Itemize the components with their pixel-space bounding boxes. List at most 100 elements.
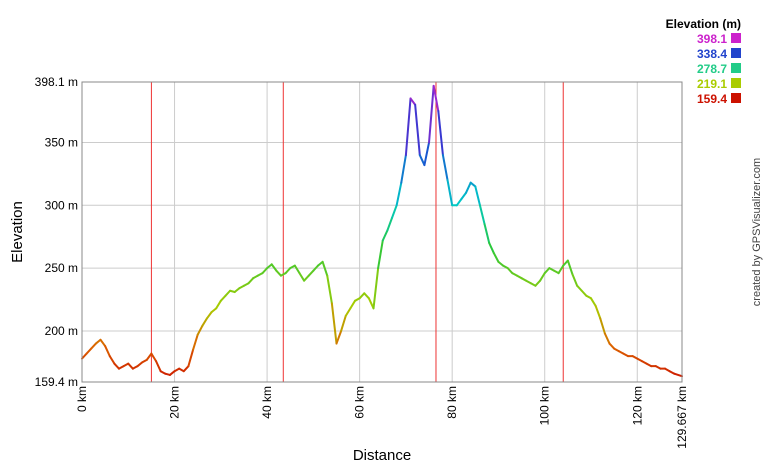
elevation-segment bbox=[391, 204, 398, 219]
elevation-segment bbox=[205, 311, 213, 320]
legend-label: 159.4 bbox=[697, 92, 727, 106]
x-tick-label: 120 km bbox=[630, 386, 644, 425]
y-tick-label: 350 m bbox=[45, 135, 78, 149]
x-tick-label: 80 km bbox=[445, 386, 459, 419]
y-axis-ticks: 159.4 m 200 m 250 m 300 m 350 m 398.1 m bbox=[35, 75, 78, 389]
elevation-segment bbox=[432, 84, 440, 113]
elevation-segment bbox=[363, 292, 370, 300]
elevation-segment bbox=[275, 269, 282, 277]
elevation-segment bbox=[400, 154, 407, 184]
elevation-segment bbox=[340, 314, 347, 332]
elevation-segment bbox=[506, 267, 514, 275]
elevation-segment bbox=[428, 84, 435, 144]
elevation-segment bbox=[81, 352, 88, 360]
elevation-segment bbox=[566, 259, 574, 276]
elevation-segment bbox=[196, 324, 204, 336]
elevation-segment bbox=[603, 332, 611, 345]
elevation-segment bbox=[270, 263, 278, 272]
legend-swatch bbox=[731, 48, 741, 58]
elevation-segment bbox=[187, 348, 195, 368]
elevation-segment bbox=[182, 365, 190, 373]
elevation-segment bbox=[127, 362, 134, 370]
elevation-segment bbox=[543, 267, 551, 275]
elevation-segment bbox=[99, 338, 107, 348]
elevation-segment bbox=[303, 274, 310, 282]
legend-swatch bbox=[731, 93, 741, 103]
elevation-segment bbox=[85, 347, 93, 355]
elevation-segment bbox=[557, 264, 565, 275]
y-tick-label: 200 m bbox=[45, 324, 78, 338]
legend-title: Elevation (m) bbox=[666, 17, 741, 31]
legend-label: 219.1 bbox=[697, 77, 727, 91]
elevation-segment bbox=[344, 307, 352, 317]
elevation-segment bbox=[155, 360, 162, 373]
elevation-segment bbox=[201, 317, 208, 327]
elevation-segment bbox=[460, 191, 468, 201]
elevation-segment bbox=[326, 274, 333, 305]
elevation-segment bbox=[261, 267, 269, 275]
elevation-segment bbox=[293, 264, 301, 275]
elevation-segment bbox=[446, 179, 454, 207]
elevation-segment bbox=[90, 342, 97, 350]
elevation-segment bbox=[386, 216, 394, 232]
elevation-segment bbox=[335, 329, 343, 345]
plot-area bbox=[82, 82, 682, 382]
elevation-segment bbox=[377, 239, 384, 270]
x-tick-label: 40 km bbox=[260, 386, 274, 419]
y-tick-label: 250 m bbox=[45, 261, 78, 275]
x-tick-label: 20 km bbox=[168, 386, 182, 419]
elevation-segment bbox=[599, 317, 606, 335]
elevation-segment bbox=[594, 304, 602, 320]
elevation-segment bbox=[145, 352, 153, 361]
legend-swatch bbox=[731, 78, 741, 88]
elevation-series bbox=[81, 84, 683, 378]
elevation-segment bbox=[395, 181, 403, 207]
elevation-segment bbox=[104, 345, 111, 358]
x-tick-label: 129.667 km bbox=[675, 386, 689, 449]
elevation-segment bbox=[219, 294, 227, 302]
elevation-segment bbox=[381, 229, 389, 242]
elevation-segment bbox=[414, 103, 421, 157]
elevation-segment bbox=[224, 289, 232, 297]
elevation-segment bbox=[589, 297, 597, 307]
y-tick-label: 159.4 m bbox=[35, 375, 78, 389]
elevation-segment bbox=[349, 299, 357, 310]
elevation-segment bbox=[321, 260, 329, 277]
elevation-segment bbox=[571, 273, 579, 287]
elevation-segment bbox=[372, 267, 380, 310]
x-tick-label: 60 km bbox=[353, 386, 367, 419]
elevation-segment bbox=[539, 272, 546, 282]
elevation-segment bbox=[673, 372, 683, 378]
elevation-segment bbox=[247, 277, 255, 285]
elevation-segment bbox=[488, 241, 495, 255]
plot-border bbox=[81, 81, 683, 383]
elevation-segment bbox=[215, 299, 222, 310]
x-tick-label: 100 km bbox=[538, 386, 552, 425]
elevation-segment bbox=[192, 333, 199, 351]
elevation-segment bbox=[418, 154, 426, 167]
elevation-segment bbox=[478, 204, 486, 226]
x-axis-ticks: 0 km 20 km 40 km 60 km 80 km 100 km 120 km 129.… bbox=[75, 386, 689, 449]
elevation-segment bbox=[312, 264, 319, 272]
legend-label: 338.4 bbox=[697, 47, 727, 61]
elevation-segment bbox=[307, 269, 315, 277]
elevation-segment bbox=[150, 352, 158, 363]
elevation-segment bbox=[441, 154, 449, 182]
y-tick-label: 398.1 m bbox=[35, 75, 78, 89]
legend-label: 398.1 bbox=[697, 32, 727, 46]
legend-label: 278.7 bbox=[697, 62, 727, 76]
elevation-segment bbox=[330, 302, 338, 345]
credit-text: created by GPSVisualizer.com bbox=[751, 158, 763, 306]
elevation-segment bbox=[409, 97, 417, 106]
elevation-segment bbox=[580, 289, 588, 297]
elevation-segment bbox=[465, 181, 472, 194]
elevation-segment bbox=[284, 267, 292, 275]
elevation-segment bbox=[455, 198, 463, 207]
elevation-segment bbox=[576, 284, 583, 292]
y-axis-title: Elevation bbox=[9, 201, 26, 263]
elevation-segment bbox=[483, 223, 491, 244]
y-tick-label: 300 m bbox=[45, 198, 78, 212]
elevation-segment bbox=[437, 110, 444, 157]
legend-swatch bbox=[731, 33, 741, 43]
